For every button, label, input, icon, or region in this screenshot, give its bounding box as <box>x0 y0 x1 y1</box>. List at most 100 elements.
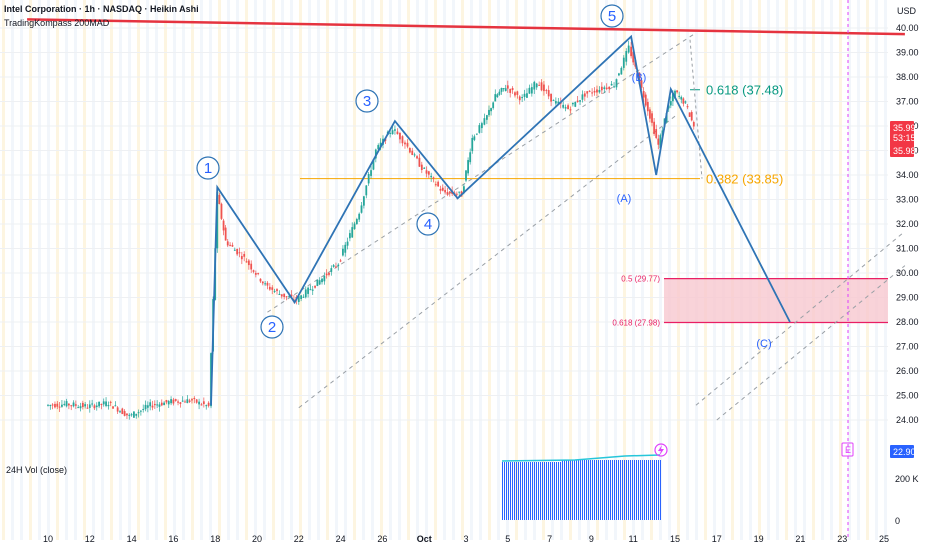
session-stripe <box>218 0 221 540</box>
session-stripe <box>515 0 518 540</box>
wave-label: (C) <box>756 338 771 350</box>
candle <box>302 296 305 298</box>
session-stripe <box>713 0 716 540</box>
candle <box>86 407 89 409</box>
wave-label: 1 <box>204 160 212 177</box>
session-stripe <box>47 0 50 540</box>
volume-bar <box>636 460 637 520</box>
candle <box>682 98 685 104</box>
session-stripe <box>335 0 338 540</box>
session-stripe <box>848 0 851 540</box>
candle <box>137 412 140 414</box>
volume-bar <box>596 460 597 520</box>
candle <box>632 51 635 63</box>
candle <box>297 296 300 302</box>
candle <box>165 400 168 403</box>
candle <box>191 399 193 401</box>
volume-bar <box>624 460 625 520</box>
candle <box>174 399 177 401</box>
volume-bar <box>556 462 557 520</box>
time-axis[interactable]: 10 12 14 16 18 20 22 24 26 Oct 3 5 7 9 11 15 17 19 21 23 25 <box>43 534 889 544</box>
candle <box>377 145 380 150</box>
candle <box>95 405 98 408</box>
candle <box>596 89 598 93</box>
candle <box>135 413 138 416</box>
candle <box>91 403 94 405</box>
candle <box>123 411 126 416</box>
time-tick-label: 25 <box>879 534 889 544</box>
volume-bar <box>508 462 509 520</box>
volume-bar <box>552 462 553 520</box>
session-stripe <box>137 0 140 540</box>
candle <box>672 93 674 102</box>
session-stripe <box>299 0 302 540</box>
session-stripe <box>173 0 176 540</box>
session-stripe <box>506 0 509 540</box>
channel-line <box>267 32 697 313</box>
candle <box>226 241 229 246</box>
candle <box>273 290 276 292</box>
candle <box>238 252 241 254</box>
candle <box>526 93 528 98</box>
session-stripe <box>11 0 14 540</box>
time-tick-label: 7 <box>547 534 552 544</box>
candle <box>518 96 521 101</box>
session-stripe <box>479 0 482 540</box>
volume-bar <box>606 460 607 520</box>
candle <box>107 404 110 407</box>
candle <box>243 254 246 257</box>
volume-bar <box>576 460 577 520</box>
candle <box>318 280 321 285</box>
candle <box>690 112 693 121</box>
volume-bar <box>544 462 545 520</box>
session-stripe <box>497 0 500 540</box>
event-marker-label: E <box>845 445 851 455</box>
volume-bar <box>582 460 583 520</box>
candle <box>543 84 545 92</box>
candle <box>625 51 628 62</box>
candle <box>205 405 208 407</box>
candle <box>362 196 365 206</box>
volume-tick-0: 0 <box>895 516 900 526</box>
session-stripe <box>65 0 68 540</box>
candle <box>562 104 565 108</box>
volume-bar <box>520 462 521 520</box>
candle <box>490 108 492 112</box>
channel-line <box>716 265 906 421</box>
volume-bar <box>614 460 615 520</box>
trend-channel-lines <box>267 32 906 421</box>
candle <box>408 147 411 153</box>
candle <box>133 411 135 418</box>
candle <box>406 142 409 147</box>
candle <box>448 191 451 193</box>
candle <box>502 88 505 90</box>
price-tick-label: 31.00 <box>896 244 919 254</box>
wave-label-circle <box>416 212 440 236</box>
candle <box>257 273 260 275</box>
time-tick-label: 18 <box>210 534 220 544</box>
candle <box>335 266 337 268</box>
candle <box>488 109 490 116</box>
candle <box>259 278 262 282</box>
candle <box>222 220 225 231</box>
session-stripe <box>659 0 662 540</box>
candle <box>288 296 290 298</box>
time-tick-label: 20 <box>252 534 262 544</box>
candle <box>119 411 121 413</box>
session-stripe <box>164 0 167 540</box>
flash-icon[interactable] <box>654 443 668 457</box>
session-stripe <box>569 0 572 540</box>
candle <box>247 260 250 266</box>
event-marker[interactable]: E <box>841 442 854 457</box>
candle <box>79 406 82 409</box>
candle <box>533 81 536 90</box>
candle <box>434 184 437 186</box>
price-axis[interactable]: 24.00 25.00 26.00 27.00 28.00 29.00 30.00 31.00… <box>896 23 919 425</box>
session-stripe <box>263 0 266 540</box>
session-stripe <box>614 0 617 540</box>
candle <box>684 101 687 103</box>
session-stripe <box>794 0 797 540</box>
candle <box>473 136 476 140</box>
wave-label: 4 <box>424 216 432 233</box>
